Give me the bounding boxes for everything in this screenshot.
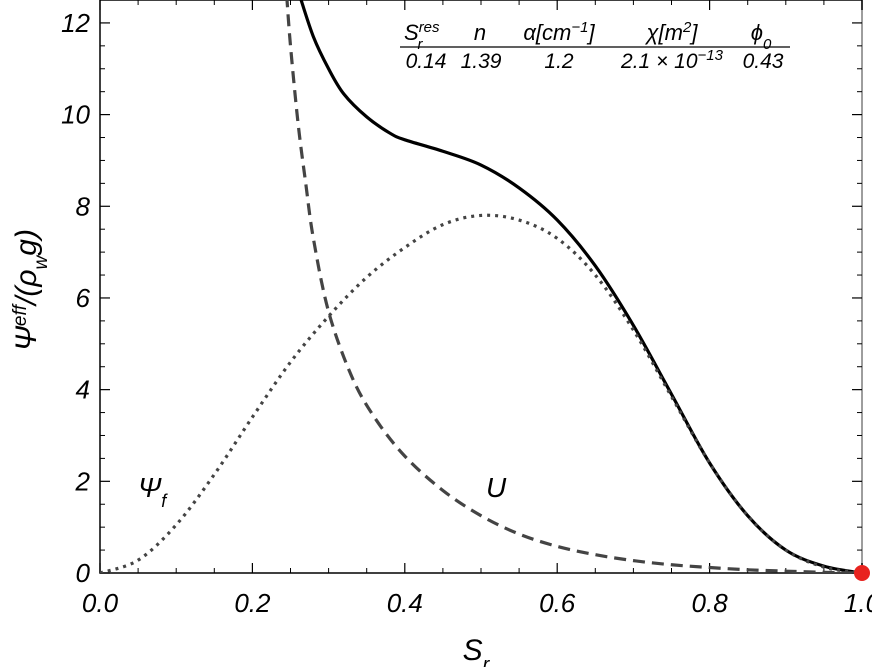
param-value-alpha: 1.2 xyxy=(544,50,574,73)
series-line-0 xyxy=(299,0,862,573)
y-tick-label: 2 xyxy=(75,466,91,496)
y-tick-label: 12 xyxy=(61,8,90,38)
x-tick-label: 0.2 xyxy=(234,588,271,618)
param-value-phi: 0.43 xyxy=(743,50,784,73)
parameter-table: Sres r n α[cm−1] χ[m2] ϕ0 0.14 1.39 1.2 2… xyxy=(400,19,790,74)
endpoint-marker xyxy=(854,565,870,581)
y-tick-label: 6 xyxy=(76,283,91,313)
param-value-sres: 0.14 xyxy=(406,50,447,73)
series-line-2 xyxy=(285,0,862,573)
param-header-chi: χ[m2] xyxy=(645,19,699,46)
u-label: U xyxy=(486,472,507,503)
y-axis-ticks: 0 2 4 6 8 10 12 xyxy=(61,8,862,588)
param-header-n: n xyxy=(474,20,486,45)
y-tick-label: 4 xyxy=(76,375,90,405)
param-value-chi: 2.1 × 10−13 xyxy=(620,47,724,74)
y-tick-label: 8 xyxy=(76,191,91,221)
y-tick-label: 0 xyxy=(76,558,91,588)
param-header-alpha: α[cm−1] xyxy=(523,19,595,46)
plot-frame xyxy=(99,0,863,574)
series-line-1 xyxy=(100,213,862,573)
x-tick-label: 0.4 xyxy=(387,588,423,618)
psi-f-label: Ψf xyxy=(138,472,168,511)
x-tick-label: 0.8 xyxy=(692,588,729,618)
x-axis-title: Sr xyxy=(463,634,491,667)
y-tick-label: 10 xyxy=(61,100,90,130)
param-value-n: 1.39 xyxy=(461,50,502,73)
x-tick-label: 1.0 xyxy=(844,588,872,618)
param-header-phi: ϕ0 xyxy=(751,20,772,53)
x-axis-ticks: 0.0 0.2 0.4 0.6 0.8 1.0 xyxy=(82,0,872,618)
y-axis-title: Ψeff/(ρwg) xyxy=(10,229,52,351)
series-group xyxy=(100,0,862,573)
x-tick-label: 0.0 xyxy=(82,588,119,618)
x-tick-label: 0.6 xyxy=(539,588,576,618)
